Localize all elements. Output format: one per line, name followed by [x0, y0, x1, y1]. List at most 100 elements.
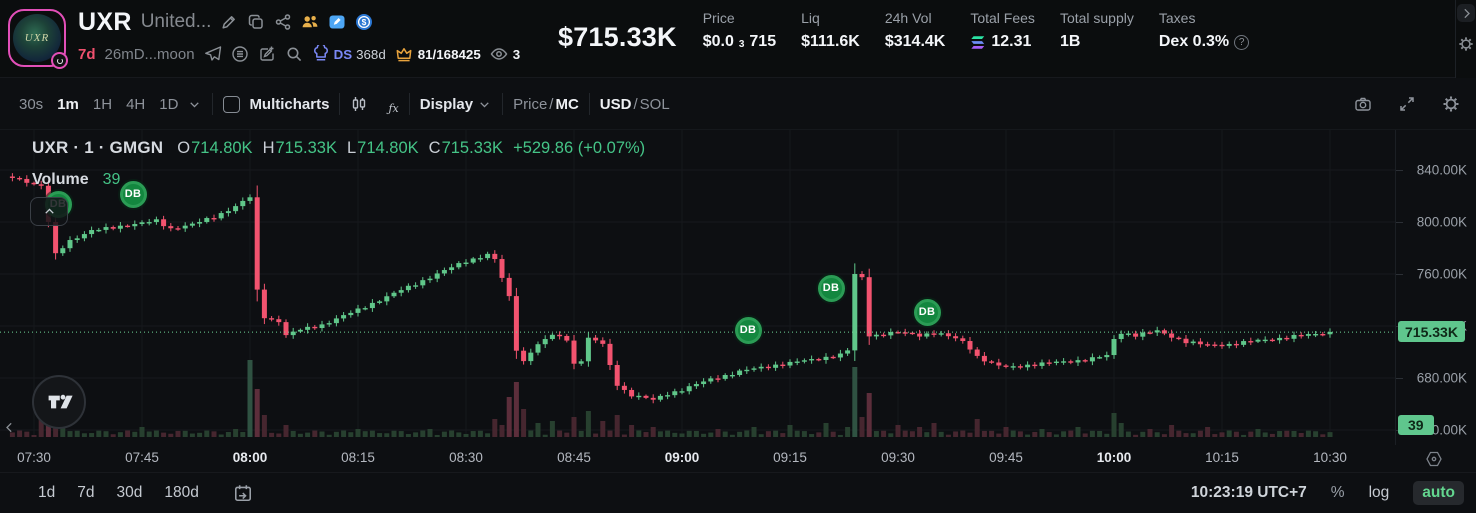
right-edge-panel [1455, 0, 1476, 78]
chart-footer: 1d 7d 30d 180d 10:23:19 UTC+7 % log auto [0, 472, 1476, 513]
time-axis-label: 10:30 [1313, 450, 1347, 465]
range-180d[interactable]: 180d [164, 484, 199, 501]
token-address[interactable]: 26mD...moon [104, 45, 195, 63]
market-cap-value: $715.33K [558, 22, 677, 52]
chevron-up-icon [42, 204, 57, 219]
token-avatar[interactable]: UXR [8, 9, 68, 69]
note-icon[interactable] [258, 45, 276, 63]
log-scale-toggle[interactable]: log [1368, 484, 1390, 501]
stats-row: Price $0.0 3 715 Liq $111.6K 24h Vol $314.… [702, 10, 1250, 51]
left-panel-handle[interactable] [2, 420, 17, 435]
copy-icon[interactable] [247, 13, 265, 31]
share-icon[interactable] [274, 13, 292, 31]
stat-24h-vol: 24h Vol $314.4K [884, 10, 946, 50]
chef-hat-icon [312, 45, 330, 63]
multicharts-checkbox[interactable] [223, 95, 241, 113]
time-axis[interactable]: 07:30 07:45 08:00 08:15 08:30 08:45 09:00 09:15… [0, 445, 1395, 471]
time-axis-label: 07:45 [125, 450, 159, 465]
tradingview-logo [32, 375, 86, 429]
candles [9, 173, 1333, 404]
timeframe-1m[interactable]: 1m [57, 95, 79, 113]
chart-settings-icon[interactable] [1442, 95, 1460, 113]
db-marker: DB [817, 274, 845, 302]
edit-icon[interactable] [220, 13, 238, 31]
price-axis-label: 840.00K [1416, 162, 1467, 178]
chart-area[interactable]: UXR · 1 · GMGN O714.80K H715.33K L714.80… [0, 130, 1395, 445]
time-axis-label: 09:15 [773, 450, 807, 465]
display-dropdown[interactable]: Display [419, 95, 474, 113]
pane-collapse-button[interactable] [30, 197, 68, 226]
db-marker: DB [913, 298, 941, 326]
screenshot-icon[interactable] [1354, 95, 1372, 113]
time-axis-label: 09:30 [881, 450, 915, 465]
current-volume-badge: 39 [1398, 415, 1434, 435]
solana-icon [970, 36, 986, 49]
price-axis[interactable]: 640.00K680.00K720.00K760.00K800.00K840.0… [1395, 130, 1476, 445]
search-icon[interactable] [285, 45, 303, 63]
db-marker: DB [119, 180, 147, 208]
price-mc-toggle[interactable]: Price / MC [513, 95, 579, 113]
token-symbol: UXR [78, 7, 132, 36]
time-axis-label: 09:00 [664, 450, 700, 465]
multicharts-label[interactable]: Multicharts [249, 95, 330, 113]
dexscreener-link[interactable]: DS 368d [312, 45, 386, 63]
crown-icon [395, 45, 413, 63]
collapse-panel-icon[interactable] [1457, 4, 1475, 22]
price-axis-label: 760.00K [1416, 266, 1467, 282]
range-1d[interactable]: 1d [38, 484, 56, 501]
watchers-toggle[interactable]: 3 [490, 45, 520, 63]
price-axis-label: 800.00K [1416, 214, 1467, 230]
current-price-badge: 715.33K [1398, 321, 1465, 342]
auto-scale-toggle[interactable]: auto [1413, 481, 1464, 505]
timeframe-30s[interactable]: 30s [19, 95, 44, 113]
time-axis-label: 09:45 [989, 450, 1023, 465]
time-axis-label: 07:30 [17, 450, 51, 465]
time-axis-label: 08:00 [232, 450, 268, 465]
percent-scale-toggle[interactable]: % [1330, 484, 1345, 501]
display-dropdown-icon[interactable] [477, 97, 492, 112]
avatar-badge-icon [51, 52, 68, 69]
candlestick-chart [0, 130, 1395, 437]
time-axis-label: 08:30 [449, 450, 483, 465]
feed-icon[interactable] [231, 45, 249, 63]
range-7d[interactable]: 7d [77, 484, 95, 501]
stat-taxes: Taxes Dex 0.3%? [1159, 10, 1250, 51]
stat-total-fees: Total Fees 12.31 [970, 10, 1035, 50]
volume-legend: Volume 39 [32, 171, 121, 188]
range-30d[interactable]: 30d [116, 484, 143, 501]
legend-symbol: UXR · 1 · GMGN [32, 138, 164, 157]
telegram-icon[interactable] [204, 45, 222, 63]
fullscreen-icon[interactable] [1398, 95, 1416, 113]
time-axis-label: 08:15 [341, 450, 375, 465]
indicators-button[interactable]: ƒx [388, 102, 399, 116]
community-icon[interactable] [301, 13, 319, 31]
stat-price: Price $0.0 3 715 [702, 10, 777, 50]
usd-sol-toggle[interactable]: USD / SOL [599, 95, 670, 113]
chart-style-icon[interactable] [350, 95, 368, 113]
time-axis-label: 10:15 [1205, 450, 1239, 465]
timeframe-4h[interactable]: 4H [126, 95, 146, 113]
timeframe-dropdown-icon[interactable] [187, 97, 202, 112]
time-axis-label: 10:00 [1096, 450, 1132, 465]
stat-liq: Liq $111.6K [801, 10, 860, 50]
clock-timezone[interactable]: 10:23:19 UTC+7 [1190, 484, 1307, 501]
token-name: United... [140, 11, 212, 32]
chart-legend: UXR · 1 · GMGN O714.80K H715.33K L714.80… [32, 138, 646, 157]
tv-icon [43, 386, 75, 418]
timeframe-1d[interactable]: 1D [159, 95, 179, 113]
volume-bars [9, 360, 1333, 437]
chevron-left-icon [2, 420, 17, 435]
help-icon[interactable]: ? [1234, 34, 1250, 50]
legend-change: +529.86 (+0.07%) [513, 138, 646, 157]
twitter-chat-icon[interactable] [328, 13, 346, 31]
timeframe-1h[interactable]: 1H [92, 95, 113, 113]
object-tree-icon[interactable] [1424, 449, 1444, 474]
time-axis-label: 08:45 [557, 450, 591, 465]
panel-settings-icon[interactable] [1458, 36, 1474, 52]
stat-total-supply: Total supply 1B [1059, 10, 1134, 50]
usdc-icon[interactable] [355, 13, 373, 31]
go-to-date-icon[interactable] [233, 483, 253, 503]
rank-badge[interactable]: 81/168425 [395, 45, 481, 63]
token-info: UXR United... 7d 26mD...moon DS [78, 0, 550, 68]
